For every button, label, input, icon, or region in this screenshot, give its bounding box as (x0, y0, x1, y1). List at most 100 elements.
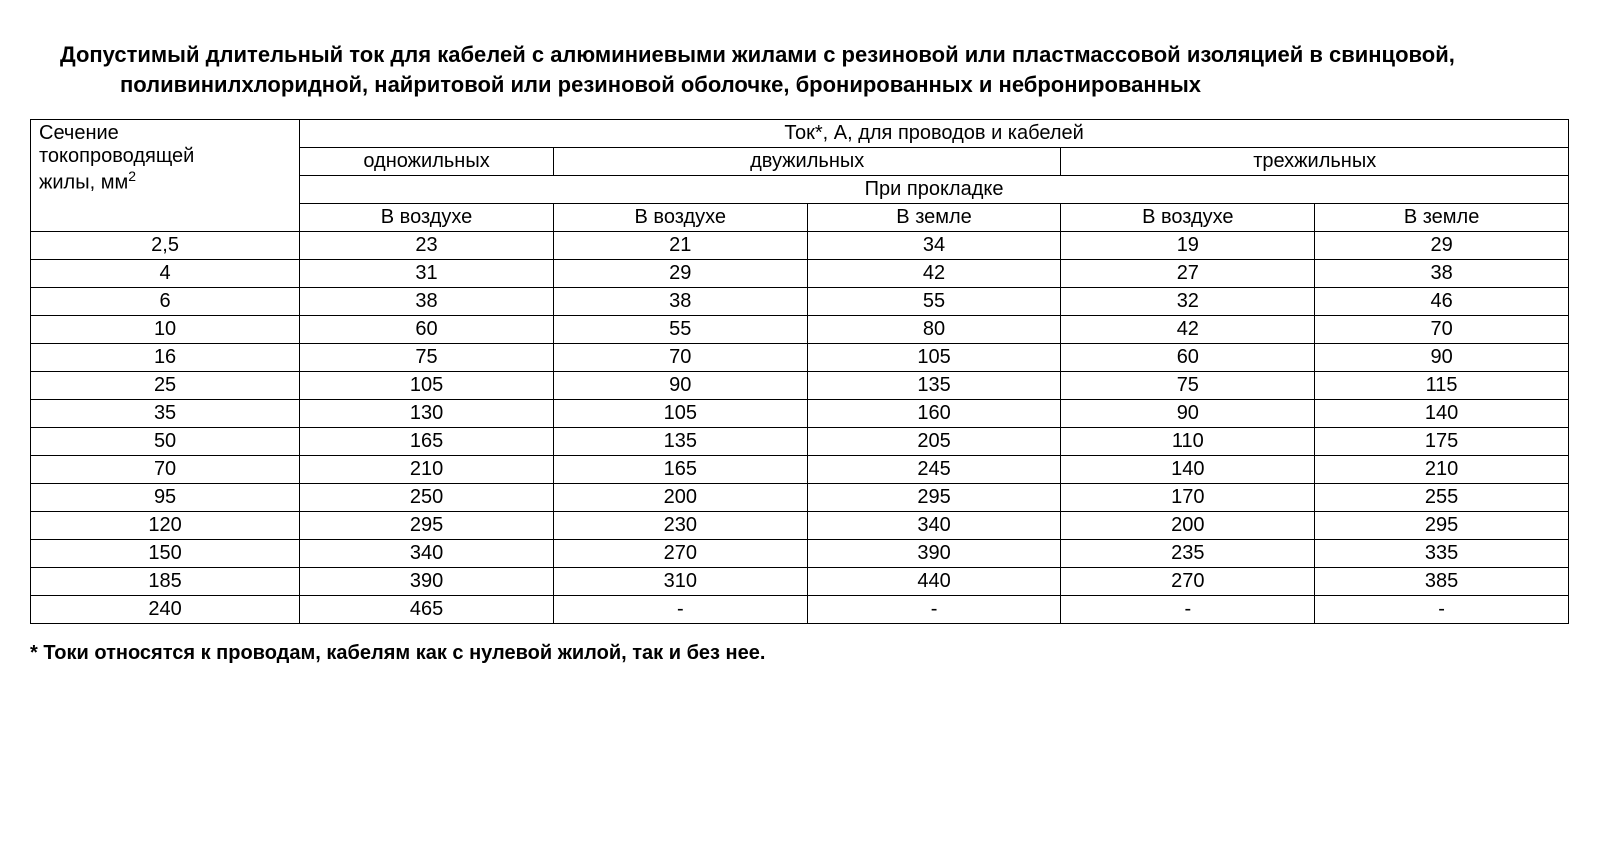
table-cell: 35 (31, 400, 300, 428)
header-double-ground: В земле (807, 204, 1061, 232)
table-cell: 170 (1061, 484, 1315, 512)
table-cell: 50 (31, 428, 300, 456)
table-cell: 255 (1315, 484, 1569, 512)
table-row: 185390310440270385 (31, 568, 1569, 596)
table-cell: 75 (300, 344, 554, 372)
table-cell: 270 (553, 540, 807, 568)
table-cell: 200 (553, 484, 807, 512)
table-cell: 29 (553, 260, 807, 288)
table-row: 106055804270 (31, 316, 1569, 344)
table-cell: 105 (807, 344, 1061, 372)
table-cell: 23 (300, 232, 554, 260)
table-cell: 140 (1061, 456, 1315, 484)
document-title: Допустимый длительный ток для кабелей с … (30, 40, 1569, 99)
table-cell: 335 (1315, 540, 1569, 568)
header-group-3: трехжильных (1061, 148, 1569, 176)
table-cell: 32 (1061, 288, 1315, 316)
table-cell: 6 (31, 288, 300, 316)
header-double-air: В воздухе (553, 204, 807, 232)
table-cell: - (553, 596, 807, 624)
section-sup: 2 (128, 168, 136, 184)
table-cell: 130 (300, 400, 554, 428)
table-cell: 120 (31, 512, 300, 540)
table-cell: 90 (1315, 344, 1569, 372)
table-cell: 295 (807, 484, 1061, 512)
header-triple-air: В воздухе (1061, 204, 1315, 232)
table-cell: 2,5 (31, 232, 300, 260)
table-cell: 390 (807, 540, 1061, 568)
table-cell: 21 (553, 232, 807, 260)
table-row: 3513010516090140 (31, 400, 1569, 428)
table-cell: 165 (300, 428, 554, 456)
header-group-2: двужильных (553, 148, 1061, 176)
table-cell: 295 (300, 512, 554, 540)
table-cell: 230 (553, 512, 807, 540)
table-cell: - (807, 596, 1061, 624)
table-cell: 42 (1061, 316, 1315, 344)
table-cell: 440 (807, 568, 1061, 596)
table-cell: 110 (1061, 428, 1315, 456)
table-cell: 165 (553, 456, 807, 484)
table-cell: 135 (553, 428, 807, 456)
table-row: 95250200295170255 (31, 484, 1569, 512)
table-cell: 115 (1315, 372, 1569, 400)
table-cell: - (1315, 596, 1569, 624)
table-cell: 10 (31, 316, 300, 344)
table-cell: 38 (553, 288, 807, 316)
current-table: Сечение токопроводящей жилы, мм2 Ток*, А… (30, 119, 1569, 624)
table-cell: 105 (553, 400, 807, 428)
section-l1: Сечение (39, 122, 119, 144)
header-section: Сечение токопроводящей жилы, мм2 (31, 120, 300, 232)
header-group-1: одножильных (300, 148, 554, 176)
section-l2: токопроводящей (39, 145, 194, 167)
table-cell: 29 (1315, 232, 1569, 260)
table-cell: 250 (300, 484, 554, 512)
table-cell: - (1061, 596, 1315, 624)
table-cell: 210 (300, 456, 554, 484)
header-single-air: В воздухе (300, 204, 554, 232)
table-cell: 95 (31, 484, 300, 512)
table-cell: 160 (807, 400, 1061, 428)
table-cell: 38 (1315, 260, 1569, 288)
table-row: 1675701056090 (31, 344, 1569, 372)
table-cell: 25 (31, 372, 300, 400)
table-cell: 105 (300, 372, 554, 400)
table-cell: 55 (553, 316, 807, 344)
table-cell: 340 (807, 512, 1061, 540)
table-row: 251059013575115 (31, 372, 1569, 400)
table-cell: 310 (553, 568, 807, 596)
table-row: 150340270390235335 (31, 540, 1569, 568)
table-cell: 175 (1315, 428, 1569, 456)
header-toprow: Ток*, А, для проводов и кабелей (300, 120, 1569, 148)
table-row: 70210165245140210 (31, 456, 1569, 484)
table-cell: 70 (553, 344, 807, 372)
table-cell: 75 (1061, 372, 1315, 400)
table-row: 43129422738 (31, 260, 1569, 288)
table-cell: 150 (31, 540, 300, 568)
table-cell: 270 (1061, 568, 1315, 596)
table-cell: 295 (1315, 512, 1569, 540)
table-cell: 60 (1061, 344, 1315, 372)
table-row: 50165135205110175 (31, 428, 1569, 456)
table-cell: 245 (807, 456, 1061, 484)
table-cell: 16 (31, 344, 300, 372)
table-row: 120295230340200295 (31, 512, 1569, 540)
table-cell: 185 (31, 568, 300, 596)
footnote: * Токи относятся к проводам, кабелям как… (30, 642, 1569, 665)
table-row: 240465---- (31, 596, 1569, 624)
table-row: 2,52321341929 (31, 232, 1569, 260)
table-cell: 240 (31, 596, 300, 624)
table-cell: 140 (1315, 400, 1569, 428)
table-cell: 235 (1061, 540, 1315, 568)
table-cell: 46 (1315, 288, 1569, 316)
table-cell: 55 (807, 288, 1061, 316)
table-cell: 34 (807, 232, 1061, 260)
table-cell: 390 (300, 568, 554, 596)
table-cell: 31 (300, 260, 554, 288)
table-cell: 38 (300, 288, 554, 316)
table-cell: 340 (300, 540, 554, 568)
table-cell: 80 (807, 316, 1061, 344)
section-l3: жилы, мм (39, 172, 128, 194)
table-row: 63838553246 (31, 288, 1569, 316)
table-cell: 135 (807, 372, 1061, 400)
